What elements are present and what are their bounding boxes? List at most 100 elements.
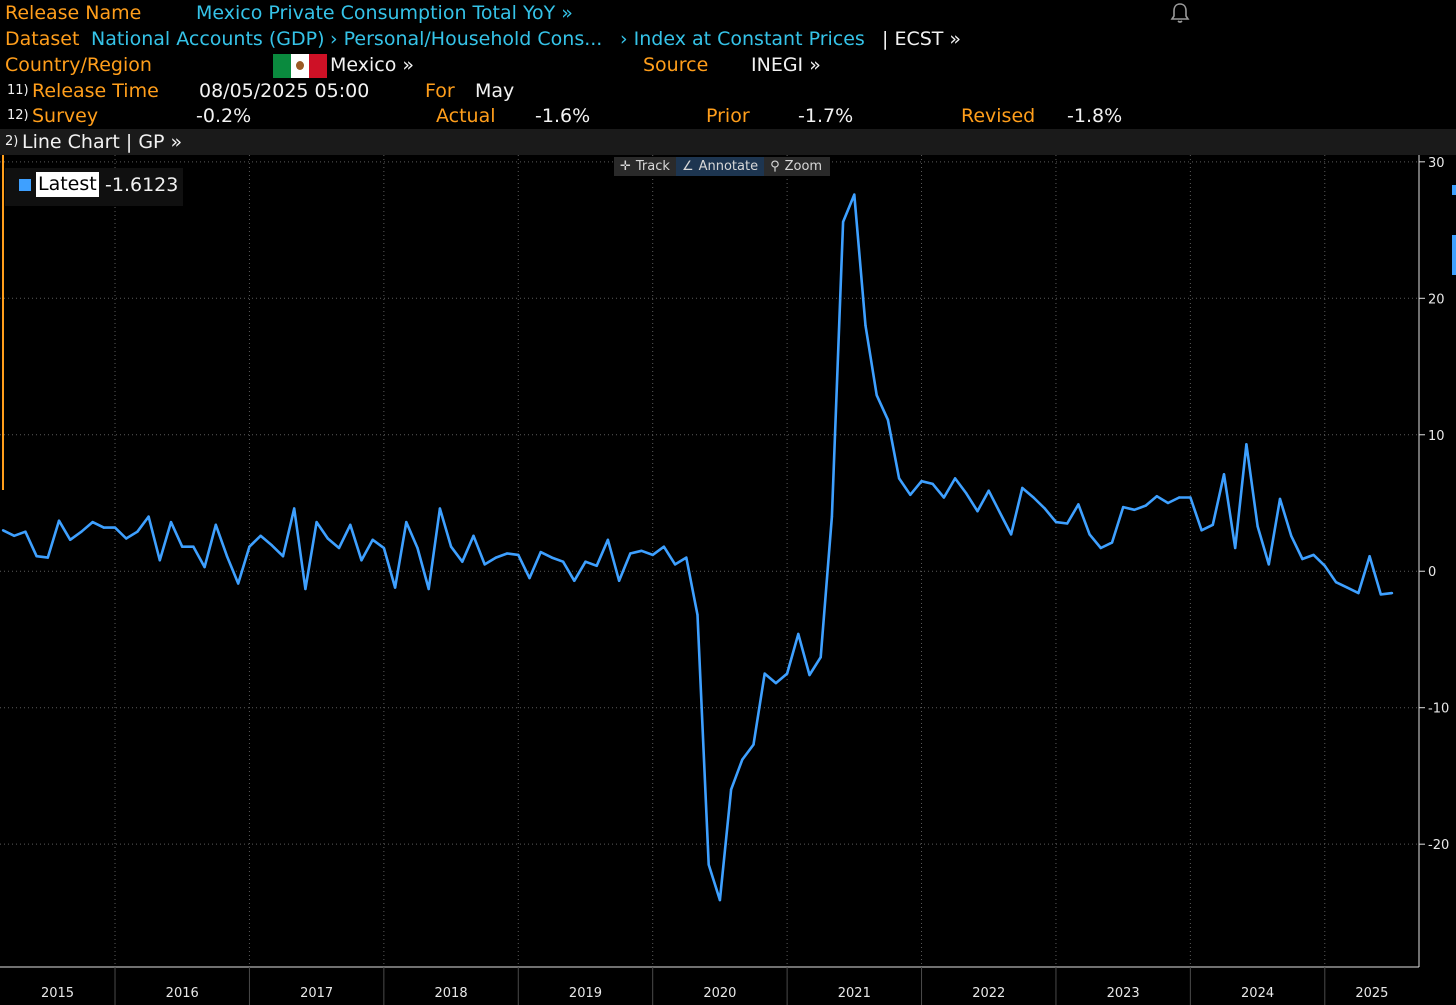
data-point (897, 477, 901, 480)
legend-value: -1.6123 (105, 174, 179, 196)
dataset-label: Dataset (5, 28, 80, 50)
data-point (1368, 555, 1371, 558)
track-label: Track (635, 159, 670, 174)
data-point (1334, 581, 1338, 584)
data-point (584, 560, 587, 563)
header-row-country: Country/Region Mexico » Source INEGI » (0, 52, 1456, 78)
data-point (1032, 496, 1035, 499)
scroll-indicator[interactable] (1452, 235, 1456, 275)
data-point (942, 496, 946, 499)
data-point (1133, 508, 1136, 511)
magnifier-icon: ⚲ (770, 159, 780, 174)
data-point (69, 538, 72, 541)
chart-bar-number: 2) (5, 134, 19, 149)
data-point (360, 559, 363, 562)
release-name-label: Release Name (5, 2, 142, 24)
data-point (617, 579, 621, 582)
chart-title-bar[interactable]: 2) Line Chart | GP » (0, 129, 1456, 155)
data-point (1312, 553, 1315, 557)
release-name-link[interactable]: Mexico Private Consumption Total YoY » (196, 2, 573, 24)
dataset-link-national-accounts[interactable]: National Accounts (GDP) (91, 28, 325, 50)
data-point (561, 560, 565, 563)
chart-grid (0, 155, 1419, 967)
mexico-flag-icon (273, 54, 327, 78)
x-tick-label: 2019 (569, 986, 602, 1001)
x-axis-labels: 2015 2016 2017 2018 2019 2020 2021 2022 2023 2024… (41, 967, 1388, 1005)
data-point (528, 576, 531, 580)
data-point (550, 556, 554, 559)
data-point (1, 529, 5, 532)
survey-label[interactable]: Survey (32, 105, 99, 127)
header-row-release-time: 11) Release Time 08/05/2025 05:00 For Ma… (0, 78, 1456, 104)
data-point (1155, 495, 1159, 498)
chart-bar-title[interactable]: Line Chart | GP » (22, 131, 183, 153)
data-point (259, 534, 262, 537)
release-time-label[interactable]: Release Time (32, 80, 159, 102)
chart-toolbar: ✛ Track ∠ Annotate ⚲ Zoom (614, 157, 830, 176)
data-point (1021, 486, 1024, 490)
data-point (382, 546, 386, 550)
chart-legend[interactable]: Latest -1.6123 (5, 168, 183, 206)
data-point (1178, 496, 1181, 499)
dataset-link-index-constant-prices[interactable]: › Index at Constant Prices (620, 28, 865, 50)
data-point (472, 534, 475, 537)
data-point (685, 556, 688, 559)
data-point (326, 537, 329, 540)
data-point (80, 530, 83, 533)
dataset-link-ecst[interactable]: | ECST » (882, 28, 962, 50)
data-point (293, 507, 296, 510)
header-row-survey: 12) Survey -0.2% Actual -1.6% Prior -1.7… (0, 103, 1456, 129)
zoom-button[interactable]: ⚲ Zoom (764, 157, 828, 176)
data-point (1323, 564, 1327, 567)
y-tick-label: 20 (1428, 292, 1445, 307)
data-point (158, 559, 161, 562)
data-point (741, 758, 744, 761)
data-point (718, 898, 722, 902)
data-point (125, 537, 128, 540)
data-point (349, 523, 352, 526)
data-point (1054, 520, 1058, 524)
data-point (629, 552, 632, 555)
x-tick-label: 2025 (1355, 986, 1388, 1001)
bell-icon[interactable] (1170, 2, 1190, 31)
data-point (886, 418, 890, 421)
data-point (1267, 563, 1271, 566)
dataset-link-personal-household[interactable]: › Personal/Household Cons... (330, 28, 603, 50)
y-tick-label: 30 (1428, 156, 1445, 171)
data-point (35, 555, 38, 558)
zoom-label: Zoom (784, 159, 823, 174)
header-row-release-name: Release Name Mexico Private Consumption … (0, 0, 1456, 26)
data-point (539, 550, 542, 554)
y-tick-label: -10 (1428, 702, 1449, 717)
data-point (181, 545, 184, 548)
data-point (416, 546, 419, 550)
data-point (662, 545, 666, 548)
legend-swatch (19, 179, 31, 191)
data-point (1301, 557, 1304, 561)
data-point (931, 482, 934, 486)
x-tick-label: 2022 (972, 986, 1005, 1001)
data-point (237, 582, 240, 585)
data-point (909, 493, 912, 496)
data-point (763, 672, 766, 675)
data-point (1099, 546, 1103, 550)
data-point (113, 526, 117, 529)
x-tick-label: 2018 (435, 986, 468, 1001)
annotate-button[interactable]: ∠ Annotate (675, 157, 765, 176)
data-point (998, 511, 1002, 514)
series-line-latest[interactable] (2, 193, 1393, 902)
data-point (225, 555, 229, 558)
track-button[interactable]: ✛ Track (614, 157, 676, 176)
data-point (1122, 505, 1125, 509)
country-link[interactable]: Mexico » (330, 54, 415, 76)
data-point (696, 613, 699, 617)
data-point (1144, 504, 1147, 507)
data-point (136, 530, 139, 533)
survey-value: -0.2% (196, 105, 252, 127)
legend-label: Latest (36, 172, 99, 197)
actual-label: Actual (436, 105, 496, 127)
source-link[interactable]: INEGI » (751, 54, 821, 76)
data-point (1088, 533, 1091, 536)
data-point (595, 564, 598, 567)
